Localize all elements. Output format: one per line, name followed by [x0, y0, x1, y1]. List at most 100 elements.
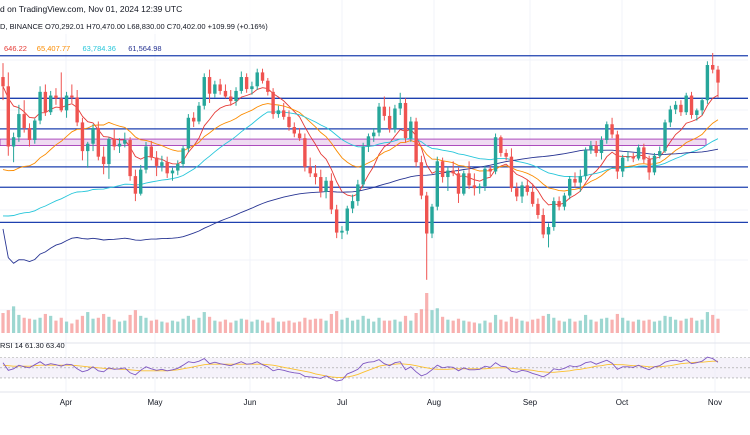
candle-body: [419, 162, 424, 196]
candle-body: [562, 195, 567, 207]
volume-bar: [626, 320, 630, 333]
volume-bar: [340, 319, 344, 333]
candle-body: [536, 203, 540, 215]
candle-body: [128, 140, 132, 177]
candle-body: [435, 161, 439, 207]
candle-body: [626, 156, 630, 158]
volume-bar: [546, 313, 551, 333]
candle-body: [599, 140, 604, 153]
ma-legend-value: 63,784.36: [83, 44, 116, 53]
volume-bar: [123, 320, 127, 333]
volume-bar: [266, 322, 270, 333]
candle-body: [22, 114, 26, 128]
candle-body: [557, 201, 561, 207]
candle-body: [504, 152, 508, 157]
candle-body: [17, 114, 21, 138]
candle-body: [329, 180, 334, 210]
candle-body: [86, 143, 90, 152]
candle-body: [234, 90, 238, 102]
candle-body: [589, 145, 593, 151]
candle-body: [382, 106, 387, 116]
candle-body: [689, 95, 694, 115]
volume-bar: [652, 321, 657, 333]
candle-body: [472, 185, 477, 189]
volume-bar: [213, 320, 217, 333]
ma-legend-value: 646.22: [4, 44, 27, 53]
candle-body: [11, 137, 16, 147]
volume-bar: [96, 317, 100, 333]
candle-body: [493, 137, 498, 172]
candle-body: [546, 227, 551, 235]
volume-bar: [658, 320, 662, 333]
volume-bar: [589, 319, 593, 333]
candle-body: [372, 132, 376, 137]
volume-bar: [700, 319, 704, 333]
volume-bar: [245, 319, 249, 333]
candle-body: [583, 150, 588, 177]
candle-body: [403, 102, 408, 139]
candle-body: [276, 110, 281, 115]
candle-body: [213, 84, 217, 94]
candle-body: [430, 206, 434, 234]
volume-bar: [430, 310, 434, 333]
volume-bar: [128, 314, 132, 333]
x-tick-label: Nov: [708, 398, 722, 407]
candle-body: [27, 127, 32, 140]
volume-bar: [75, 319, 79, 333]
candle-body: [488, 168, 492, 172]
candle-body: [191, 117, 196, 122]
candle-body: [477, 186, 482, 189]
candle-body: [356, 184, 360, 202]
volume-bar: [674, 319, 678, 333]
volume-bar: [11, 306, 16, 333]
candle-body: [684, 95, 688, 113]
volume-bar: [388, 320, 392, 333]
volume-bar: [239, 318, 243, 333]
volume-bar: [313, 318, 318, 333]
candle-body: [636, 147, 641, 159]
volume-bar: [192, 319, 196, 333]
candle-body: [117, 143, 122, 147]
candle-body: [1, 77, 5, 87]
volume-bar: [610, 319, 614, 333]
candle-body: [377, 106, 381, 133]
volume-bar: [642, 320, 646, 333]
candle-body: [610, 124, 614, 135]
candle-body: [260, 72, 265, 81]
candle-body: [530, 191, 535, 204]
candle-body: [716, 69, 720, 83]
volume-bar: [425, 293, 429, 333]
volume-bar: [361, 315, 365, 333]
volume-bar: [335, 311, 339, 333]
candle-body: [112, 139, 116, 147]
volume-bar: [324, 320, 328, 333]
volume-bar: [282, 321, 286, 333]
candle-body: [197, 105, 201, 122]
volume-bar: [483, 320, 487, 333]
volume-bar: [255, 319, 259, 333]
volume-bar: [202, 312, 206, 333]
volume-bar: [531, 319, 535, 333]
candle-body: [64, 95, 69, 111]
volume-bar: [393, 319, 397, 333]
candle-body: [499, 137, 503, 153]
candle-body: [75, 97, 79, 123]
volume-bar: [636, 319, 641, 333]
candle-body: [509, 156, 514, 189]
volume-bar: [499, 319, 503, 333]
candle-body: [467, 173, 471, 186]
volume-bar: [59, 317, 63, 333]
candle-body: [223, 90, 228, 97]
candle-body: [673, 104, 678, 110]
candle-body: [451, 170, 455, 174]
candle-body: [679, 104, 683, 113]
candle-body: [170, 170, 175, 174]
candle-body: [255, 72, 259, 87]
volume-bar: [329, 313, 333, 333]
x-tick-label: Oct: [616, 398, 629, 407]
candle-body: [700, 100, 704, 111]
header-line2: D, BINANCE O70,292.01 H70,470.00 L68,830…: [0, 22, 268, 31]
volume-bar: [54, 320, 58, 333]
candle-body: [165, 162, 169, 174]
volume-bar: [70, 323, 74, 333]
